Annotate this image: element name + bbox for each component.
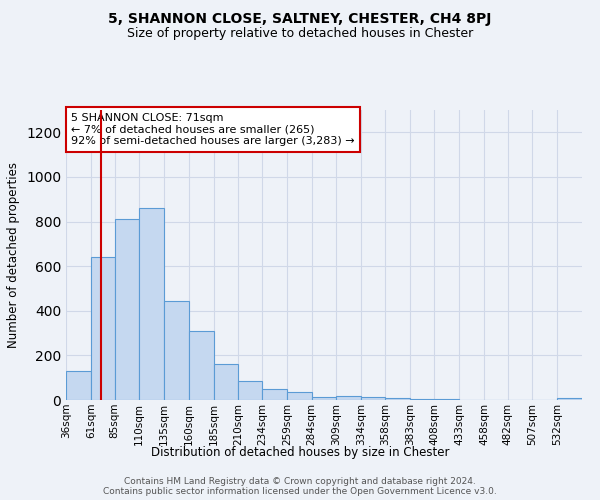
Bar xyxy=(91,257,115,400)
Text: Distribution of detached houses by size in Chester: Distribution of detached houses by size … xyxy=(151,446,449,459)
Text: Contains public sector information licensed under the Open Government Licence v3: Contains public sector information licen… xyxy=(103,486,497,496)
Bar xyxy=(311,396,337,400)
Bar xyxy=(164,300,189,400)
Bar xyxy=(214,364,238,400)
Text: 5 SHANNON CLOSE: 71sqm
← 7% of detached houses are smaller (265)
92% of semi-det: 5 SHANNON CLOSE: 71sqm ← 7% of detached … xyxy=(71,113,355,146)
Bar xyxy=(115,220,139,400)
Text: Size of property relative to detached houses in Chester: Size of property relative to detached ho… xyxy=(127,28,473,40)
Bar xyxy=(238,381,262,400)
Bar xyxy=(66,371,91,400)
Bar xyxy=(557,398,582,400)
Bar xyxy=(385,398,410,400)
Bar xyxy=(189,331,214,400)
Y-axis label: Number of detached properties: Number of detached properties xyxy=(7,162,20,348)
Bar xyxy=(361,396,385,400)
Bar xyxy=(337,396,361,400)
Bar xyxy=(287,392,311,400)
Bar xyxy=(262,389,287,400)
Text: Contains HM Land Registry data © Crown copyright and database right 2024.: Contains HM Land Registry data © Crown c… xyxy=(124,476,476,486)
Text: 5, SHANNON CLOSE, SALTNEY, CHESTER, CH4 8PJ: 5, SHANNON CLOSE, SALTNEY, CHESTER, CH4 … xyxy=(109,12,491,26)
Bar xyxy=(139,208,164,400)
